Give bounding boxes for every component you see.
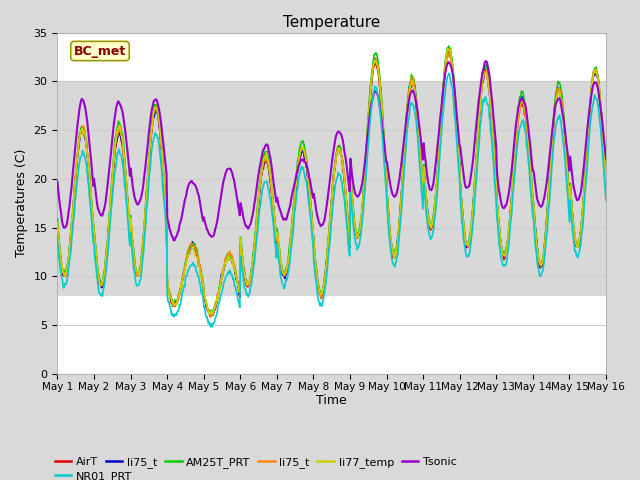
Text: BC_met: BC_met: [74, 45, 126, 58]
Legend: AirT, li75_t, AM25T_PRT, li75_t, li77_temp, Tsonic: AirT, li75_t, AM25T_PRT, li75_t, li77_te…: [51, 452, 461, 472]
X-axis label: Time: Time: [316, 395, 347, 408]
Title: Temperature: Temperature: [283, 15, 380, 30]
Bar: [58, 81, 606, 296]
Legend: NR01_PRT: NR01_PRT: [51, 467, 136, 480]
Y-axis label: Temperatures (C): Temperatures (C): [15, 149, 28, 257]
